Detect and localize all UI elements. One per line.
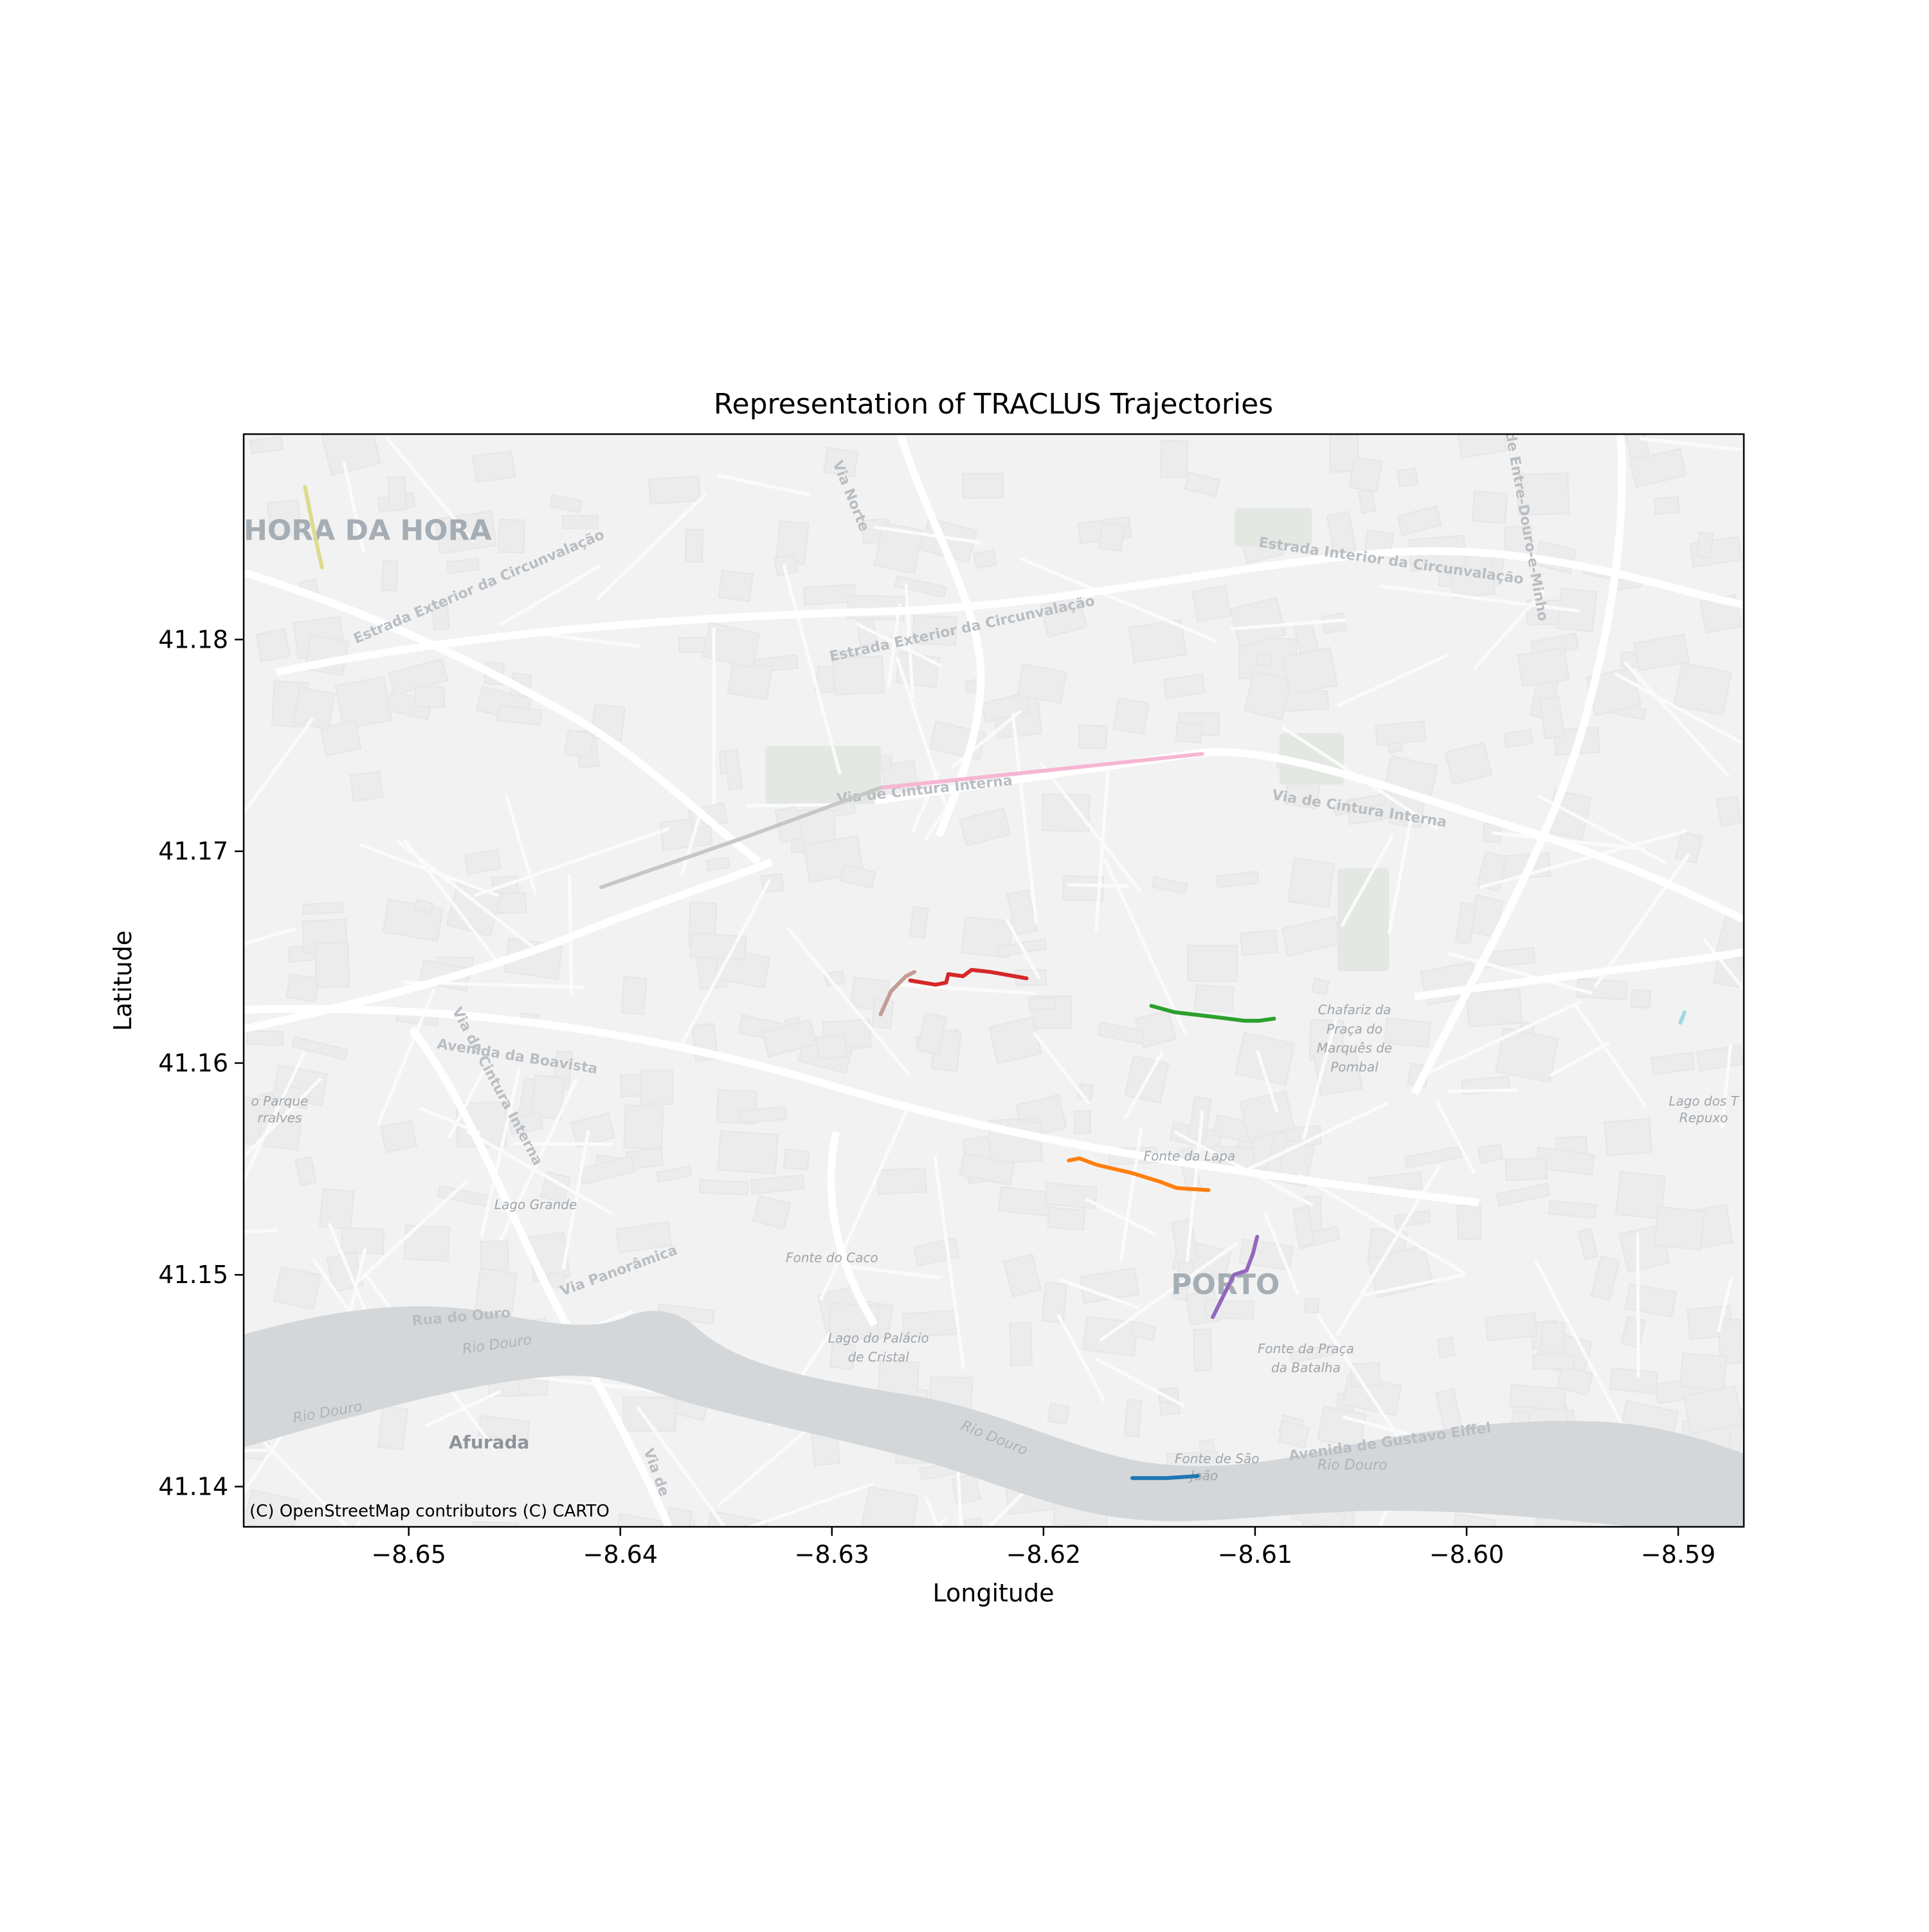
- x-tick-label: −8.64: [583, 1540, 657, 1569]
- map-label: Marquês de: [1317, 1040, 1392, 1055]
- map-label: Pombal: [1330, 1059, 1379, 1075]
- x-tick-label: −8.59: [1641, 1540, 1716, 1569]
- y-tick-label: 41.14: [158, 1472, 228, 1500]
- y-tick-label: 41.16: [158, 1049, 228, 1077]
- map-attribution: (C) OpenStreetMap contributors (C) CARTO: [249, 1502, 610, 1521]
- map-label: Lago Grande: [494, 1197, 577, 1212]
- x-tick-label: −8.62: [1006, 1540, 1081, 1569]
- map-label: Fonte do Caco: [786, 1250, 878, 1265]
- map-label: Lago dos T: [1669, 1093, 1739, 1109]
- y-tick-label: 41.18: [158, 625, 228, 653]
- map-label: Fonte de São: [1175, 1451, 1259, 1466]
- x-axis-label: Longitude: [933, 1579, 1055, 1607]
- x-tick-label: −8.60: [1429, 1540, 1504, 1569]
- map-label: Fonte da Praça: [1258, 1341, 1354, 1356]
- x-tick-label: −8.61: [1218, 1540, 1292, 1569]
- map-label: NHORA DA HORA: [220, 515, 491, 547]
- y-tick-label: 41.17: [158, 837, 228, 866]
- map-label: Fonte da Lapa: [1144, 1148, 1236, 1163]
- chart-title: Representation of TRACLUS Trajectories: [714, 388, 1273, 421]
- y-tick-label: 41.15: [158, 1261, 228, 1289]
- map-label: Afurada: [449, 1432, 529, 1453]
- map-label: Praça do: [1327, 1021, 1382, 1037]
- x-tick-label: −8.63: [795, 1540, 869, 1569]
- map-label: da Batalha: [1271, 1360, 1341, 1376]
- map-label: o Parque: [251, 1093, 308, 1109]
- map-label: Rio Douro: [1318, 1457, 1388, 1473]
- y-axis-label: Latitude: [109, 931, 137, 1031]
- map-label: Chafariz da: [1318, 1002, 1391, 1017]
- x-tick-label: −8.65: [371, 1540, 446, 1569]
- map-label: Repuxo: [1680, 1110, 1728, 1125]
- map-label: Lago do Palácio: [828, 1331, 929, 1346]
- trajectory-line-1: [1132, 1476, 1198, 1478]
- map-label: rralves: [257, 1110, 302, 1125]
- map-label: de Cristal: [848, 1349, 910, 1365]
